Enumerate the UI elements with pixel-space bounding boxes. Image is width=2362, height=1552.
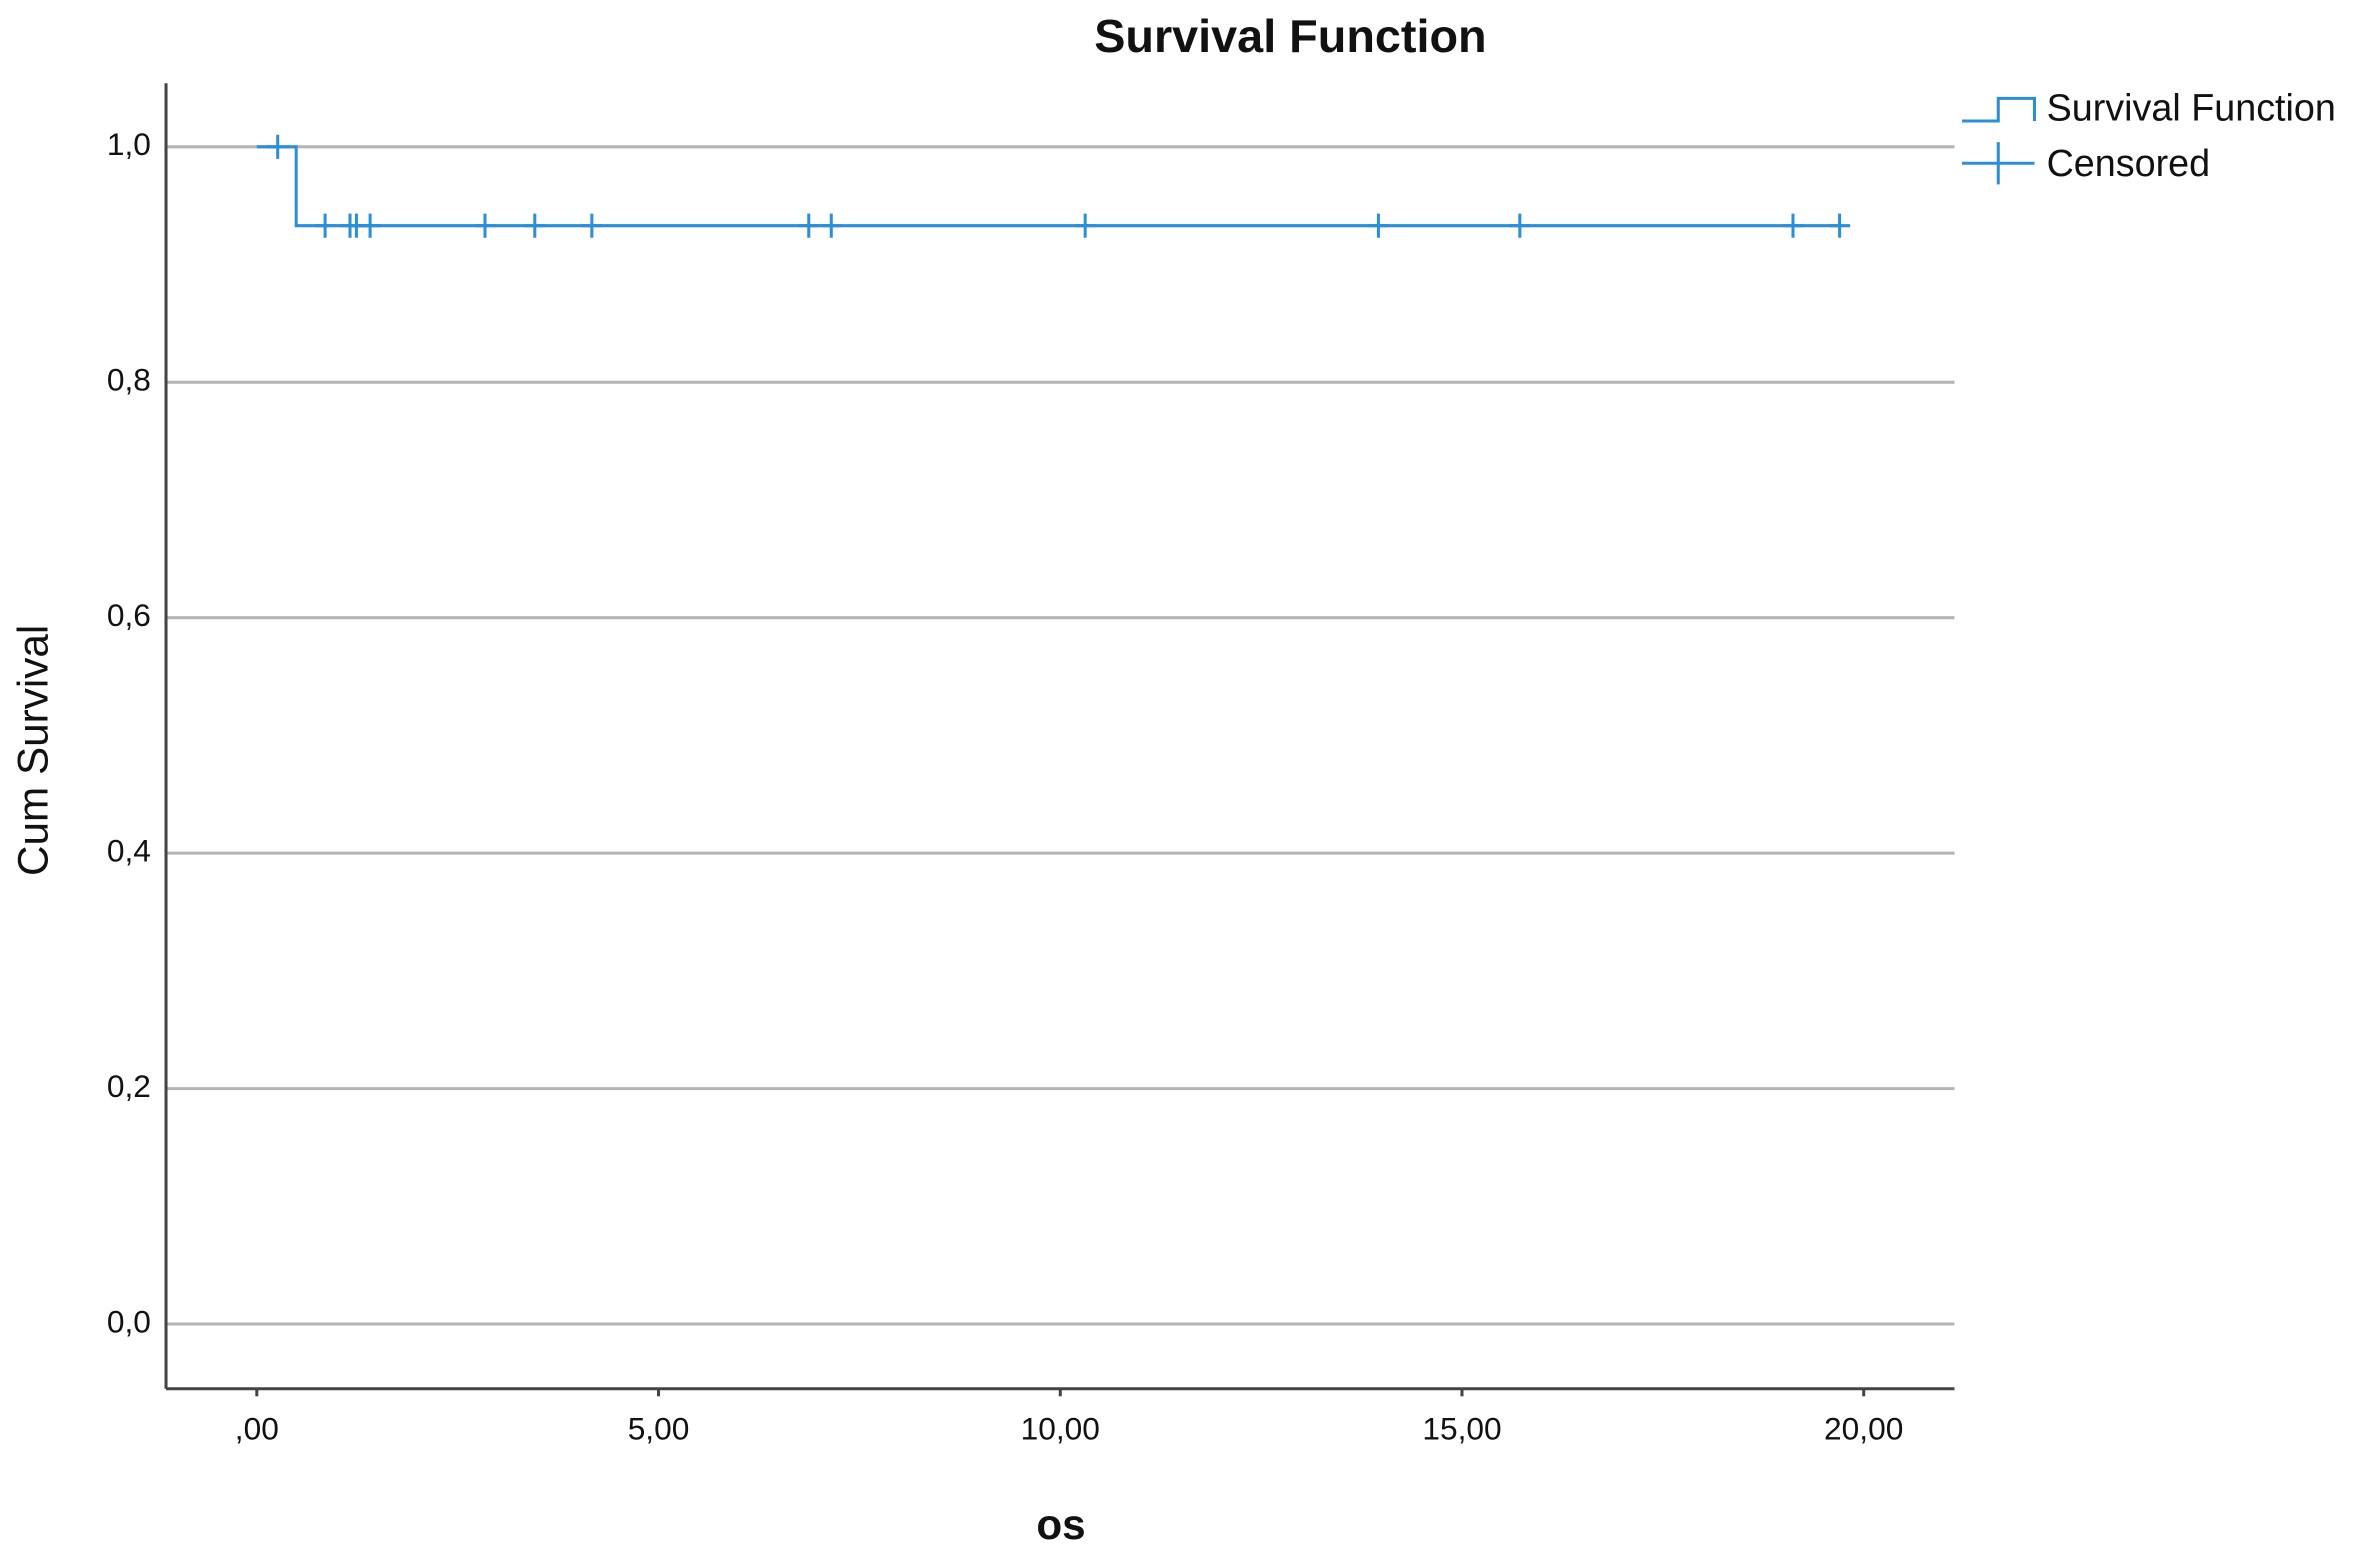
legend-label: Censored <box>2047 142 2211 184</box>
censored-mark <box>359 213 381 238</box>
x-axis-label: os <box>1036 1501 1085 1548</box>
censored-mark <box>1829 213 1851 238</box>
censored-mark <box>1509 213 1531 238</box>
x-tick-label: 20,00 <box>1824 1410 1903 1446</box>
x-tick-label: ,00 <box>235 1410 279 1446</box>
censored-mark <box>267 134 289 159</box>
y-tick-label: 0,2 <box>107 1068 151 1104</box>
censored-mark <box>798 213 820 238</box>
x-tick-label: 5,00 <box>628 1410 690 1446</box>
censored-mark <box>314 213 336 238</box>
y-tick-label: 1,0 <box>107 126 151 162</box>
legend-swatch <box>1962 142 2035 185</box>
x-tick-label: 10,00 <box>1021 1410 1100 1446</box>
y-tick-label: 0,8 <box>107 362 151 398</box>
legend-swatch <box>1962 96 2036 123</box>
legend-label: Survival Function <box>2047 86 2336 128</box>
censored-mark <box>1074 213 1096 238</box>
y-tick-label: 0,6 <box>107 597 151 633</box>
censored-mark <box>524 213 546 238</box>
y-tick-label: 0,4 <box>107 833 151 869</box>
censored-mark <box>1782 213 1804 238</box>
censored-mark <box>581 213 603 238</box>
censored-mark <box>474 213 496 238</box>
chart-title: Survival Function <box>1094 10 1486 62</box>
y-axis-label: Cum Survival <box>9 625 56 876</box>
censored-mark <box>820 213 842 238</box>
y-tick-label: 0,0 <box>107 1303 151 1339</box>
survival-line <box>256 145 1843 228</box>
censored-mark <box>1367 213 1389 238</box>
x-tick-label: 15,00 <box>1422 1410 1501 1446</box>
